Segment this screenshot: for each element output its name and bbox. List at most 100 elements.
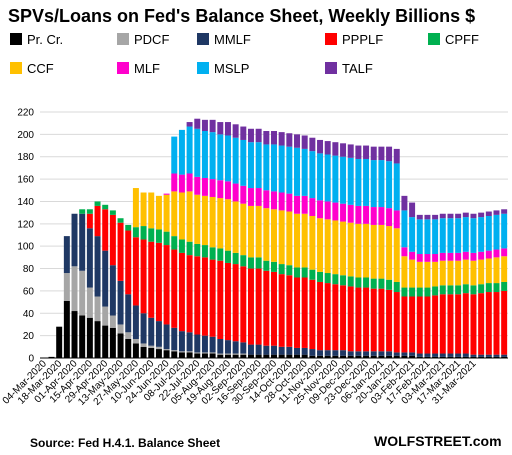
bar-segment <box>347 144 354 158</box>
bar-segment <box>94 205 101 237</box>
bar-segment <box>194 353 201 358</box>
chart-title: SPVs/Loans on Fed's Balance Sheet, Weekl… <box>8 6 475 26</box>
bar-segment <box>217 134 224 181</box>
bar-segment <box>209 259 216 337</box>
bar-segment <box>462 284 469 294</box>
y-tick-label: 80 <box>23 264 35 275</box>
bar-segment <box>194 118 201 129</box>
bar-segment <box>317 139 324 154</box>
bar-segment <box>155 346 162 350</box>
bar-segment <box>363 355 370 358</box>
bar-segment <box>485 283 492 293</box>
bar-segment <box>171 136 178 174</box>
bar-segment <box>478 251 485 260</box>
bar-segment <box>455 252 462 261</box>
bar-segment <box>171 173 178 192</box>
bar-segment <box>171 327 178 351</box>
bar-segment <box>171 236 178 250</box>
bar-segment <box>217 354 224 358</box>
bar-segment <box>393 228 400 282</box>
bar-segment <box>209 336 216 353</box>
bar-segment <box>424 353 431 357</box>
bar-segment <box>294 134 300 148</box>
y-tick-label: 180 <box>17 152 34 163</box>
bar-segment <box>163 194 170 232</box>
bar-segment <box>271 131 277 145</box>
bar-segment <box>478 217 485 252</box>
bar-segment <box>309 349 316 356</box>
bar-segment <box>194 194 201 244</box>
bar-segment <box>148 192 155 229</box>
legend-label: PDCF <box>134 32 169 47</box>
legend-swatch <box>10 62 22 74</box>
bar-segment <box>186 241 193 256</box>
y-tick-label: 120 <box>17 219 34 230</box>
bar-segment <box>432 356 439 358</box>
bar-segment <box>393 281 400 293</box>
bar-segment <box>317 281 324 351</box>
bar-segment <box>324 350 331 356</box>
legend-swatch <box>10 33 22 45</box>
bar-segment <box>317 218 324 272</box>
bar-segment <box>386 226 393 280</box>
bar-segment <box>109 265 116 316</box>
bar-segment <box>370 146 377 161</box>
legend-label: Pr. Cr. <box>27 32 63 47</box>
bar-segment <box>501 354 508 357</box>
x-axis: 04-Mar-202018-Mar-202001-Apr-202015-Apr-… <box>1 358 479 408</box>
bar-segment <box>478 356 485 358</box>
bar-segment <box>447 294 454 354</box>
bar-segment <box>255 268 262 345</box>
bar-segment <box>416 287 423 297</box>
bar-segment <box>263 260 270 271</box>
bar-segment <box>294 347 300 355</box>
bar-segment <box>409 251 416 260</box>
bar-segment <box>470 294 477 355</box>
bar-segment <box>171 249 178 328</box>
bar-segment <box>155 229 162 243</box>
bar-segment <box>278 210 285 265</box>
bar-segment <box>125 230 132 295</box>
bar-segment <box>355 223 362 278</box>
bar-segment <box>378 351 385 356</box>
bar-segment <box>163 324 170 350</box>
bar-segment <box>347 351 354 356</box>
bar-segment <box>171 191 178 237</box>
bar-segment <box>155 349 162 358</box>
bar-segment <box>263 144 270 191</box>
legend-swatch <box>325 62 337 74</box>
bar-segment <box>324 154 331 202</box>
bar-segment <box>370 288 377 352</box>
bar-segment <box>363 287 370 352</box>
bar-segment <box>432 286 439 296</box>
bar-segment <box>317 350 324 356</box>
bar-segment <box>378 355 385 358</box>
bar-segment <box>255 257 262 269</box>
bar-segment <box>378 288 385 352</box>
bar-segment <box>217 122 224 135</box>
bar-segment <box>209 247 216 260</box>
bar-segment <box>439 213 446 219</box>
bar-segment <box>324 273 331 284</box>
bar-segment <box>294 147 300 196</box>
bar-segment <box>393 352 400 356</box>
legend-swatch <box>325 33 337 45</box>
bar-segment <box>178 174 185 193</box>
bar-segment <box>232 124 239 138</box>
bar-segment <box>317 153 324 201</box>
bar-segment <box>439 285 446 295</box>
bar-segment <box>148 347 155 358</box>
bar-segment <box>485 211 492 216</box>
bar-segment <box>94 296 101 322</box>
bar-segment <box>148 317 155 346</box>
bar-segment <box>447 213 454 219</box>
bars <box>48 118 508 358</box>
y-tick-label: 20 <box>23 331 35 342</box>
bar-segment <box>432 214 439 220</box>
brand-label: WOLFSTREET.com <box>374 433 502 449</box>
bar-segment <box>386 146 393 162</box>
bar-segment <box>132 338 139 344</box>
bar-segment <box>94 201 101 206</box>
bar-segment <box>294 267 300 278</box>
bar-segment <box>286 354 293 358</box>
